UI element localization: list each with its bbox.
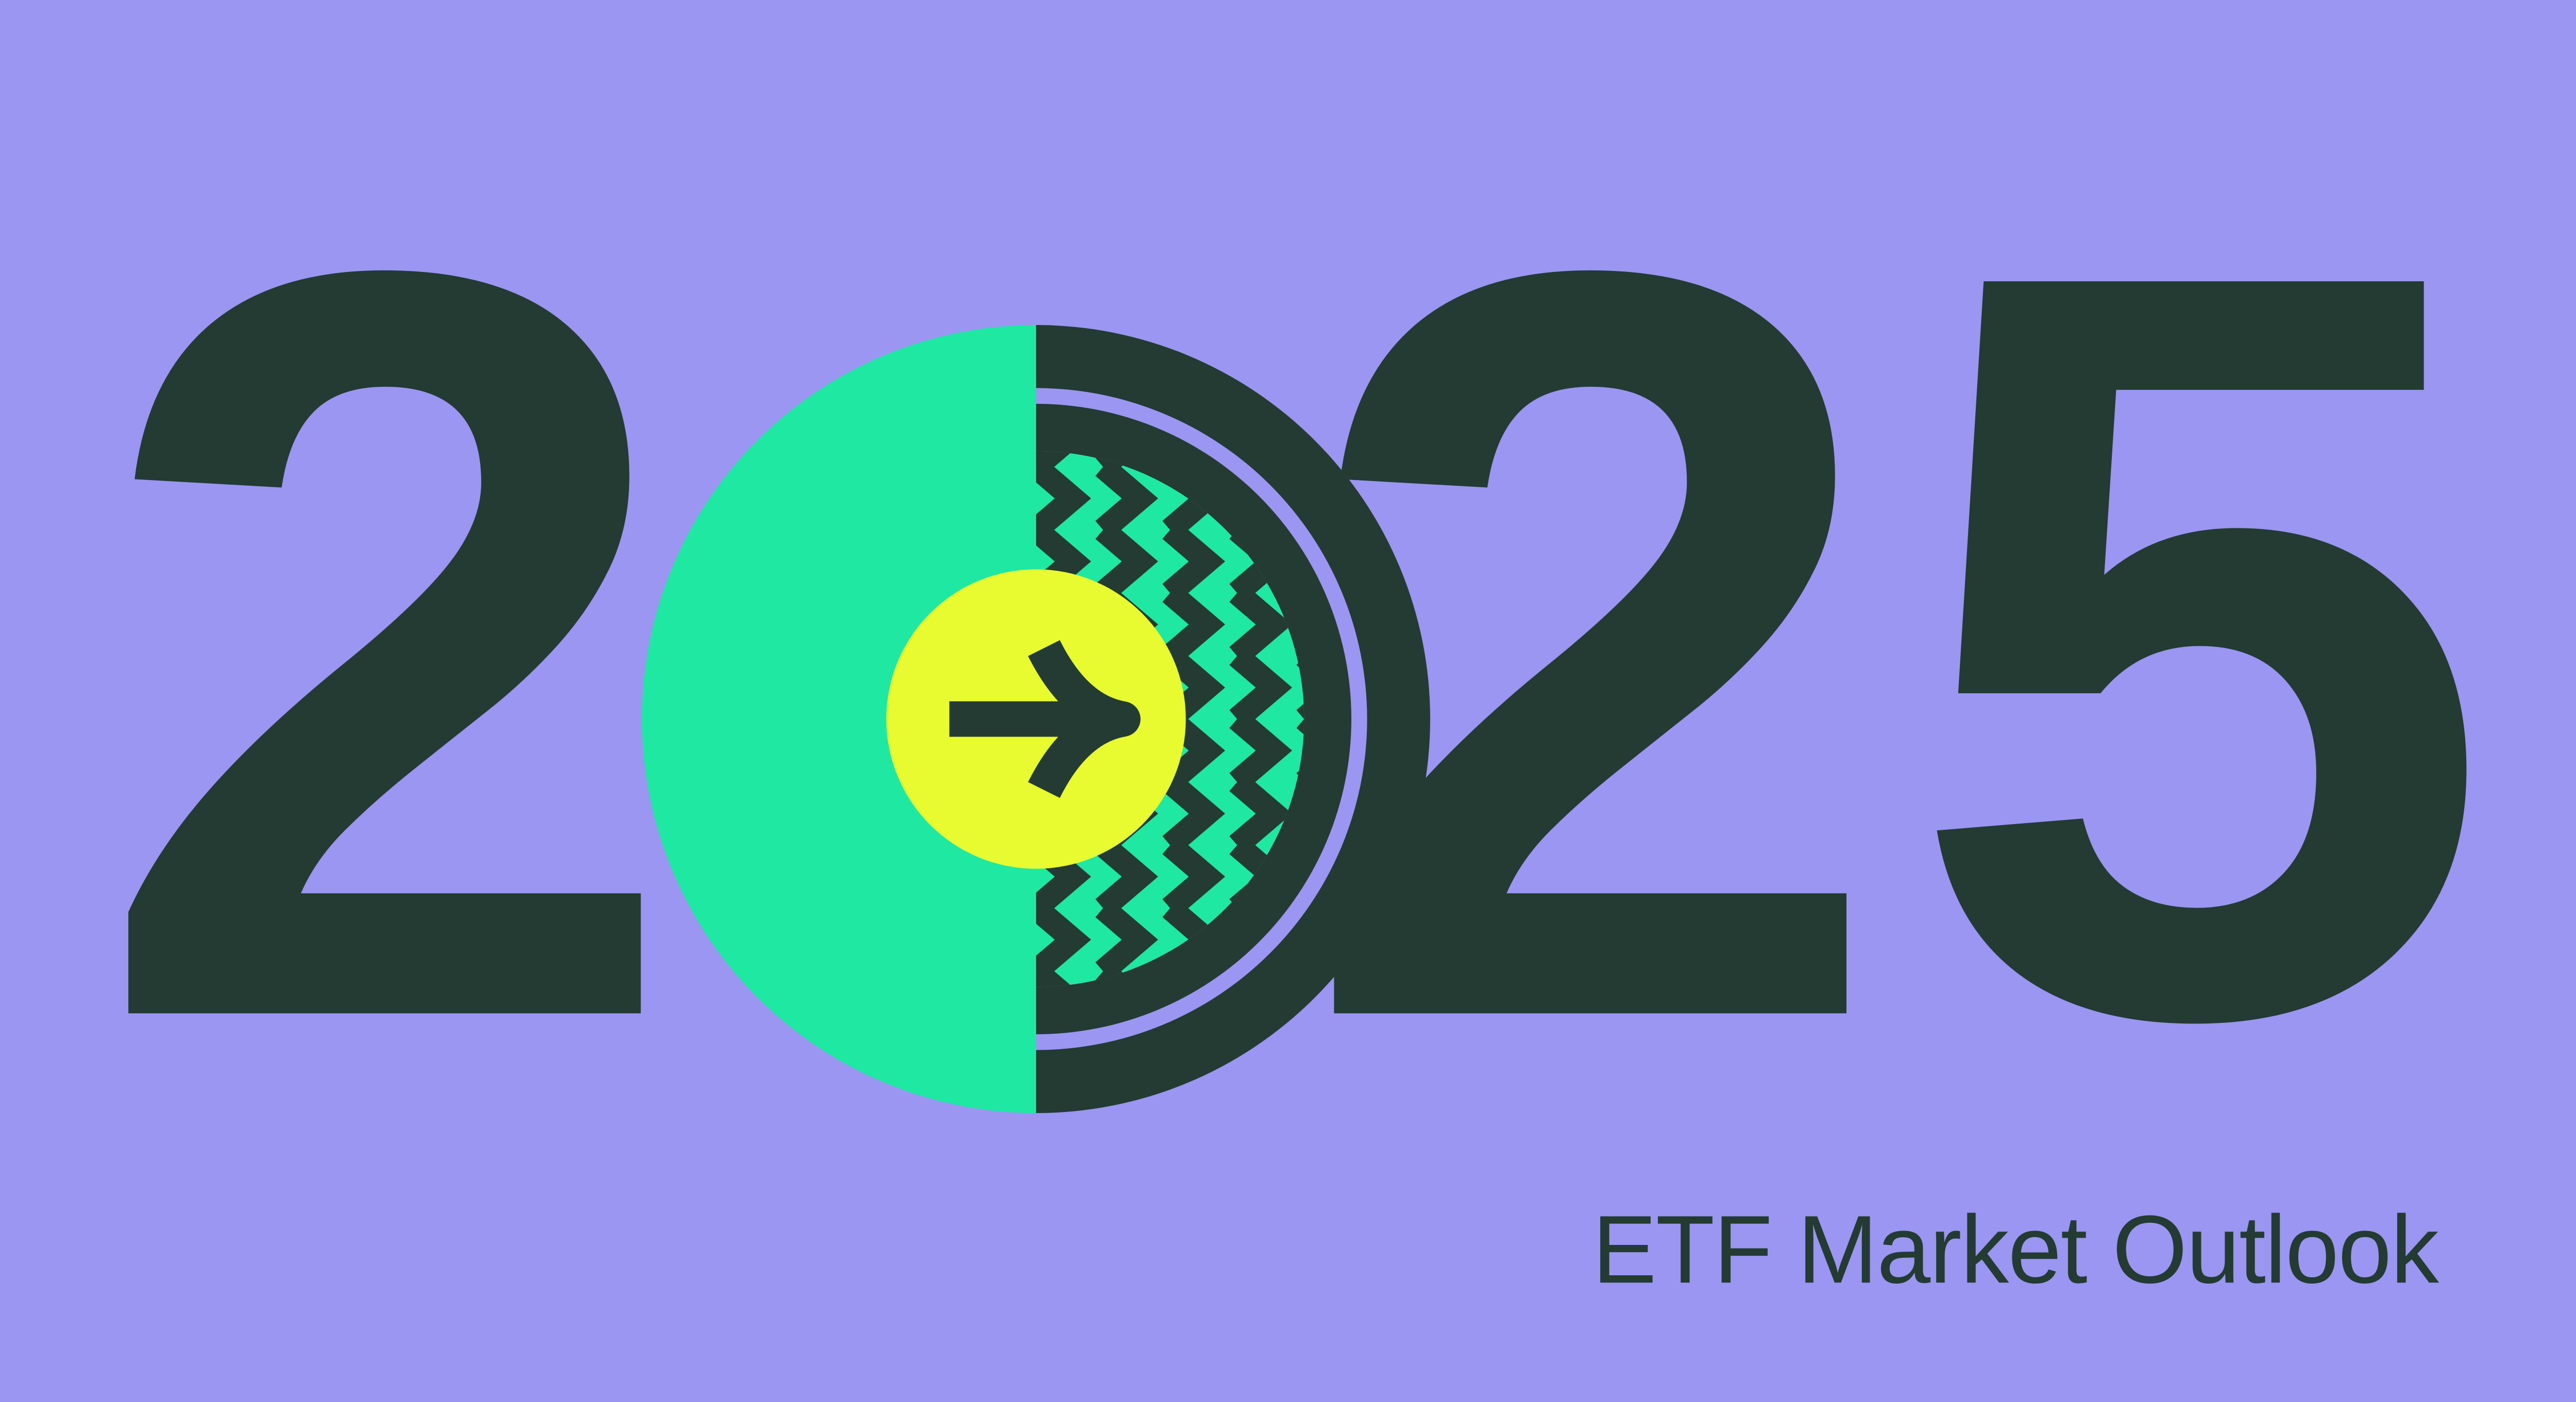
canvas: 2 2 5 ETF Market Outlook [0, 0, 2576, 1402]
year-digit-2-second: 2 [1297, 114, 1846, 1178]
year-digit-2-first: 2 [92, 114, 641, 1178]
subtitle: ETF Market Outlook [1592, 1195, 2438, 1306]
year-digit-5: 5 [1904, 114, 2453, 1178]
